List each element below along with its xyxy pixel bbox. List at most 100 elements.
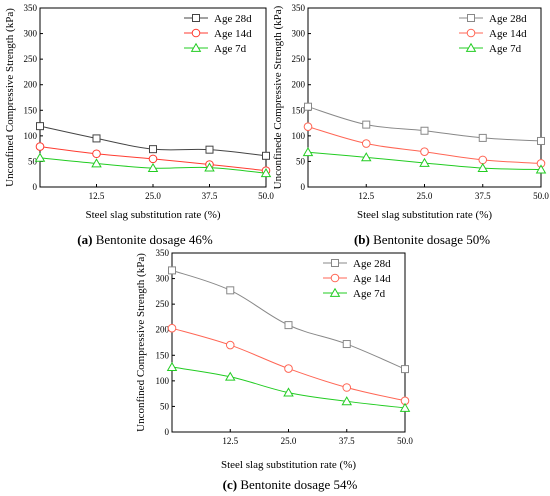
data-point-series-3 [477, 162, 489, 172]
y-tick-label: 300 [156, 274, 170, 284]
legend-swatch-marker [331, 259, 339, 267]
data-point-series-3 [147, 162, 159, 172]
data-point-series-1 [304, 102, 312, 111]
data-point-series-1 [537, 136, 545, 145]
data-point-series-3 [419, 157, 430, 167]
legend-label-1: Age 28d [214, 13, 252, 25]
legend-label-1: Age 28d [489, 13, 527, 25]
data-point-series-1 [342, 340, 351, 349]
data-point-series-1 [92, 134, 101, 143]
data-point-series-3 [34, 152, 46, 162]
data-point-series-3 [341, 396, 353, 406]
legend-swatch-marker [465, 42, 477, 52]
y-tick-label: 50 [160, 401, 170, 411]
y-tick-label: 200 [24, 80, 38, 90]
series-line-1 [171, 269, 406, 370]
caption-letter: (b) [354, 232, 370, 247]
series-line-1 [307, 106, 542, 142]
data-point-series-2 [303, 122, 313, 131]
data-point-series-1 [36, 122, 44, 131]
legend-swatch-marker [467, 14, 475, 22]
legend-swatch-marker [329, 287, 341, 297]
y-tick-label: 0 [301, 182, 306, 192]
y-tick-label: 200 [292, 80, 306, 90]
data-point-series-2 [167, 323, 177, 333]
y-tick-label: 150 [292, 105, 306, 115]
data-point-series-3 [535, 164, 547, 174]
legend-swatch-marker [192, 14, 200, 22]
caption-text: Bentonite dosage 50% [370, 232, 490, 247]
legend-label-3: Age 7d [353, 288, 386, 300]
data-point-series-3 [166, 361, 178, 371]
data-point-series-1 [362, 120, 371, 129]
data-point-series-2 [35, 142, 45, 151]
y-tick-label: 50 [28, 156, 38, 166]
y-tick-label: 300 [292, 29, 306, 39]
chart-panel-2: 0 50 100 150 200 250 300 350 12.5 25.0 37.5 50.0 Ste… [272, 3, 549, 247]
x-axis-label: Steel slag substitution rate (%) [357, 209, 492, 221]
legend-label-1: Age 28d [353, 258, 391, 270]
data-point-series-3 [91, 158, 102, 168]
data-point-series-3 [360, 152, 372, 162]
x-tick-label: 25.0 [281, 436, 297, 446]
legend-swatch-marker [466, 28, 476, 38]
data-point-series-1 [262, 151, 270, 160]
data-point-series-2 [361, 139, 371, 148]
data-point-series-3 [283, 387, 294, 397]
caption-letter: (a) [77, 232, 92, 247]
x-tick-label: 12.5 [358, 191, 374, 201]
caption-text: Bentonite dosage 54% [237, 477, 357, 492]
data-point-series-3 [224, 371, 236, 381]
y-tick-label: 0 [33, 182, 38, 192]
y-tick-label: 150 [156, 350, 170, 360]
x-axis-label: Steel slag substitution rate (%) [221, 459, 356, 471]
x-tick-label: 12.5 [222, 436, 238, 446]
y-tick-label: 250 [292, 54, 306, 64]
legend-label-2: Age 14d [214, 28, 252, 40]
data-point-series-3 [302, 147, 314, 157]
y-tick-label: 250 [24, 54, 38, 64]
data-point-series-3 [204, 162, 215, 172]
y-tick-label: 350 [156, 248, 170, 258]
legend-swatch-marker [190, 42, 202, 52]
legend-swatch-marker [330, 273, 340, 283]
y-tick-label: 50 [296, 156, 306, 166]
data-point-series-2 [148, 154, 158, 164]
y-tick-label: 150 [24, 105, 38, 115]
panel-caption: (a) Bentonite dosage 46% [77, 232, 213, 247]
y-tick-label: 250 [156, 299, 170, 309]
legend-label-3: Age 7d [214, 43, 247, 55]
legend-label-2: Age 14d [489, 28, 527, 40]
y-tick-label: 100 [24, 131, 38, 141]
y-axis-label: Unconfined Compressive Strength (kPa) [135, 253, 147, 432]
data-point-series-1 [401, 365, 409, 374]
panel-caption: (b) Bentonite dosage 50% [354, 232, 490, 247]
x-tick-label: 50.0 [258, 191, 274, 201]
data-point-series-2 [420, 147, 429, 157]
x-axis-label: Steel slag substitution rate (%) [85, 209, 220, 221]
data-point-series-1 [226, 286, 235, 295]
y-axis-label: Unconfinede Compressive Strength (kPa) [272, 5, 284, 189]
data-point-series-3 [399, 402, 411, 412]
data-point-series-1 [420, 126, 429, 135]
x-tick-label: 25.0 [145, 191, 161, 201]
x-tick-label: 50.0 [533, 191, 549, 201]
panel-caption: (c) Bentonite dosage 54% [223, 477, 358, 492]
legend-label-2: Age 14d [353, 273, 391, 285]
data-point-series-2 [284, 364, 293, 373]
y-tick-label: 200 [156, 325, 170, 335]
y-tick-label: 100 [292, 131, 306, 141]
y-tick-label: 100 [156, 376, 170, 386]
legend-swatch-marker [191, 28, 201, 38]
data-point-series-1 [284, 321, 293, 330]
y-tick-label: 350 [24, 3, 38, 13]
x-tick-label: 37.5 [339, 436, 355, 446]
caption-text: Bentonite dosage 46% [92, 232, 212, 247]
data-point-series-1 [478, 133, 487, 142]
x-tick-label: 50.0 [397, 436, 413, 446]
data-point-series-1 [168, 266, 176, 275]
x-tick-label: 12.5 [89, 191, 105, 201]
chart-panel-3: 0 50 100 150 200 250 300 350 12.5 25.0 37.5 50.0 Ste… [135, 248, 413, 492]
data-point-series-2 [478, 155, 488, 165]
